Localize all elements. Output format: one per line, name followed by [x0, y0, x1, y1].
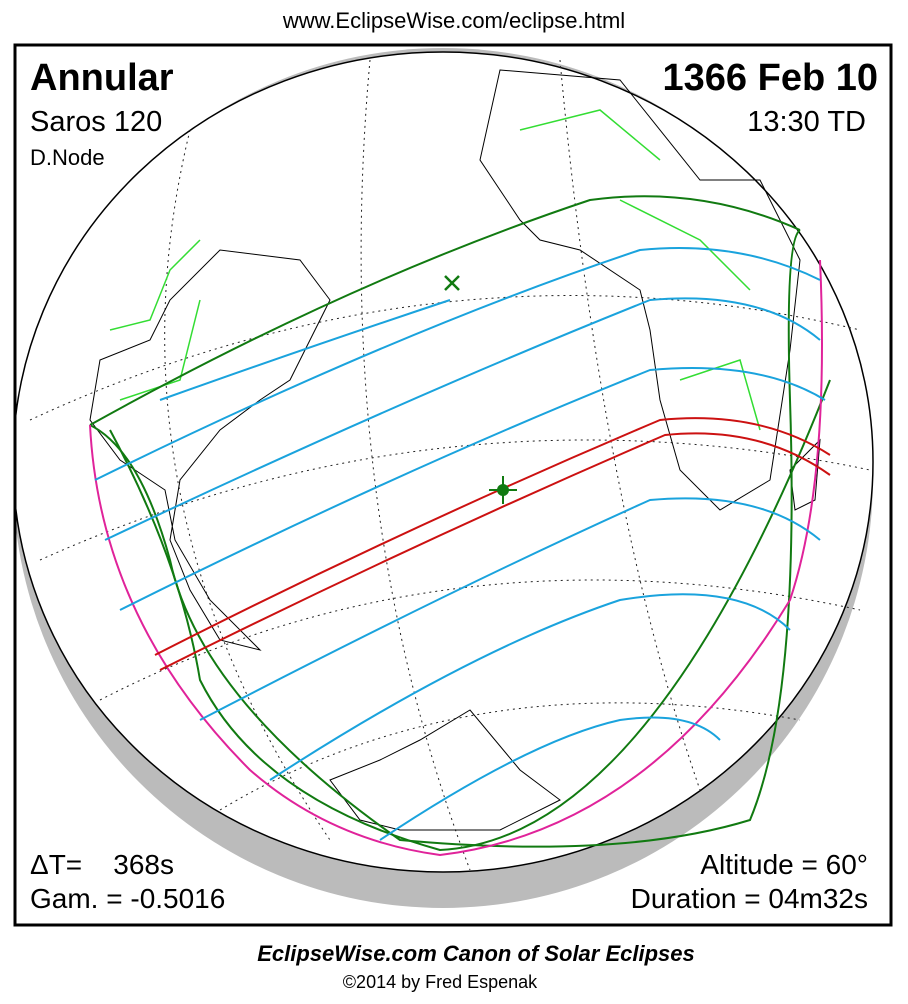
time: 13:30 TD	[747, 106, 866, 138]
footer-title: EclipseWise.com Canon of Solar Eclipses	[257, 941, 695, 966]
graticule	[29, 59, 871, 871]
delta-t: ΔT= 368s	[30, 849, 174, 880]
greatest-eclipse-cross	[489, 476, 517, 504]
globe	[15, 48, 874, 908]
land	[89, 69, 821, 831]
eclipse-type: Annular	[30, 57, 174, 99]
saros: Saros 120	[30, 106, 162, 138]
frame	[13, 43, 893, 927]
node: D.Node	[30, 145, 105, 170]
copyright: ©2014 by Fred Espenak	[343, 972, 538, 992]
duration: Duration = 04m32s	[631, 883, 868, 914]
gamma: Gam. = -0.5016	[30, 883, 225, 914]
date: 1366 Feb 10	[663, 57, 878, 99]
altitude: Altitude = 60°	[700, 849, 868, 880]
eclipse-path	[89, 195, 831, 857]
greatest-duration	[444, 275, 460, 291]
url: www.EclipseWise.com/eclipse.html	[282, 8, 625, 33]
globe-disk	[15, 51, 874, 873]
